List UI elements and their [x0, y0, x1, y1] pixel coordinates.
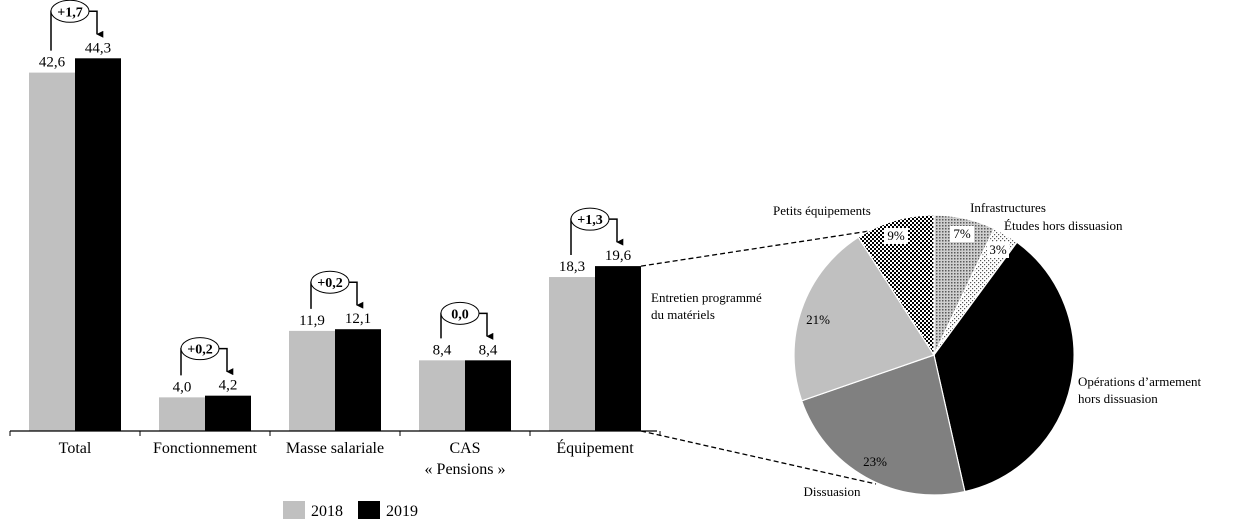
bar-2018 [289, 330, 335, 431]
pie-slice [857, 214, 935, 358]
bar-2018 [549, 277, 595, 431]
category-label: Total [59, 440, 92, 457]
data-label-2019: 12,1 [345, 311, 371, 327]
pct-label: 3% [989, 242, 1007, 257]
bar-2018 [159, 397, 205, 431]
pie-slice [800, 354, 966, 496]
category-label: Équipement [556, 438, 634, 457]
data-label-2019: 8,4 [479, 342, 498, 358]
slice-label: Petits équipements [773, 203, 871, 218]
delta-label: +0,2 [317, 276, 342, 291]
data-label-2019: 44,3 [85, 40, 111, 56]
slice-label: Infrastructures [970, 200, 1046, 215]
delta-bubble [310, 270, 350, 294]
delta-bubble [570, 207, 610, 231]
slice-label: du matériels [651, 307, 715, 322]
pct-label-bg [987, 242, 1009, 258]
legend-label-2019: 2019 [386, 503, 418, 520]
data-label-2019: 4,2 [219, 378, 238, 394]
pct-label: 9% [887, 228, 905, 243]
slice-label: Études hors dissuasion [1004, 218, 1123, 233]
category-label: CAS [449, 440, 480, 457]
slice-label: Dissuasion [803, 484, 861, 499]
legend-swatch-2019 [358, 501, 380, 519]
legend-swatch-2018 [283, 501, 305, 519]
slice-label: hors dissuasion [1078, 391, 1158, 406]
data-label-2018: 8,4 [433, 342, 452, 358]
delta-bubble [180, 337, 220, 361]
pie-chart: 7% 3% 36% 23% 21% 9% Infrastructures Études hor… [640, 200, 1201, 499]
delta-label: 0,0 [451, 307, 469, 322]
legend: 2018 2019 [283, 501, 418, 520]
pct-label: 23% [863, 454, 887, 469]
delta-label: +1,3 [577, 213, 602, 228]
pct-label: 21% [806, 312, 830, 327]
bar-2019 [465, 360, 511, 431]
bar-2019 [75, 58, 121, 431]
data-label-2018: 42,6 [39, 55, 66, 71]
bar-2019 [205, 395, 251, 431]
pct-label-bg [884, 228, 908, 244]
delta-label: +0,2 [187, 343, 212, 358]
slice-label: Opérations d’armement [1078, 374, 1201, 389]
pct-label-bg [950, 226, 974, 242]
pct-label: 7% [953, 226, 971, 241]
pie-slice [793, 236, 935, 402]
pie-slice [933, 241, 1075, 493]
data-label-2018: 4,0 [173, 379, 192, 395]
data-label-2018: 18,3 [559, 259, 585, 275]
bar-chart: 42,6 44,3 +1,7 Total 4,0 4,2 +0,2 Fonctionnemen… [9, 0, 661, 478]
delta-bubble [440, 301, 480, 325]
legend-label-2018: 2018 [311, 503, 343, 520]
delta-label: +1,7 [57, 5, 82, 20]
bar-2018 [419, 360, 465, 431]
category-label: Masse salariale [286, 440, 384, 457]
bar-2019 [335, 329, 381, 431]
data-label-2019: 19,6 [605, 248, 632, 264]
connector-line [640, 430, 877, 485]
bar-2018 [29, 72, 75, 432]
pct-label: 36% [1040, 374, 1064, 389]
category-label: Fonctionnement [153, 440, 258, 457]
slice-label: Entretien programmé [651, 290, 762, 305]
delta-bubble [50, 0, 90, 23]
category-label: « Pensions » [425, 461, 506, 478]
bar-2019 [595, 266, 641, 431]
data-label-2018: 11,9 [299, 313, 325, 329]
